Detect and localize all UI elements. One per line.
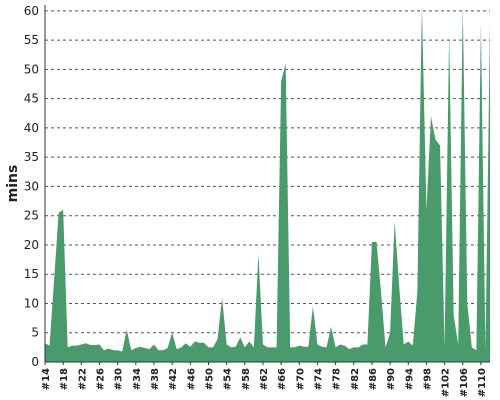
x-tick-label: #94 (404, 368, 415, 390)
x-tick-label: #42 (168, 368, 179, 390)
y-tick-label: 15 (24, 267, 39, 281)
axes (44, 5, 490, 363)
x-tick-label: #86 (368, 368, 379, 390)
x-tick-label: #98 (422, 368, 433, 390)
x-tick-label: #30 (114, 368, 125, 390)
series-area-fill (45, 5, 490, 362)
x-tick-label: #14 (41, 368, 52, 390)
y-tick-label: 35 (24, 150, 39, 164)
y-tick-label: 25 (24, 209, 39, 223)
x-tick-label: #58 (241, 368, 252, 390)
x-tick-label: #18 (59, 368, 70, 390)
x-tick-label: #38 (150, 368, 161, 390)
x-tick-label: #54 (223, 368, 234, 390)
x-tick-labels: #14 #18 #22 #26 #30 #34 #38 #42 #46 #50 #54 #58 #62 #… (41, 362, 488, 397)
x-tick-label: #26 (95, 368, 106, 390)
x-tick-label: #34 (132, 368, 143, 390)
x-tick-label: #106 (459, 368, 470, 397)
y-tick-label: 50 (24, 62, 39, 76)
y-tick-label: 30 (24, 179, 39, 193)
y-tick-label: 55 (24, 33, 39, 47)
y-tick-label: 45 (24, 92, 39, 106)
y-axis-label: mins (5, 165, 21, 203)
x-tick-label: #46 (186, 368, 197, 390)
y-tick-label: 5 (31, 326, 39, 340)
y-tick-label: 40 (24, 121, 39, 135)
x-tick-label: #66 (277, 368, 288, 390)
x-tick-label: #90 (386, 368, 397, 390)
series-area (45, 5, 490, 362)
x-tick-label: #102 (441, 368, 452, 397)
x-tick-label: #50 (204, 368, 215, 390)
x-tick-label: #110 (477, 368, 488, 397)
x-tick-label: #70 (295, 368, 306, 390)
y-tick-label: 0 (31, 355, 39, 369)
y-tick-label: 20 (24, 238, 39, 252)
y-tick-labels: 0 5 10 15 20 25 30 35 40 45 50 55 60 (24, 4, 39, 369)
x-tick-label: #62 (259, 368, 270, 390)
x-tick-label: #74 (313, 368, 324, 390)
x-tick-label: #82 (350, 368, 361, 390)
grid-lines (45, 10, 490, 334)
y-tick-label: 10 (24, 296, 39, 310)
x-tick-label: #22 (77, 368, 88, 390)
x-tick-label: #78 (332, 368, 343, 390)
y-tick-label: 60 (24, 4, 39, 18)
